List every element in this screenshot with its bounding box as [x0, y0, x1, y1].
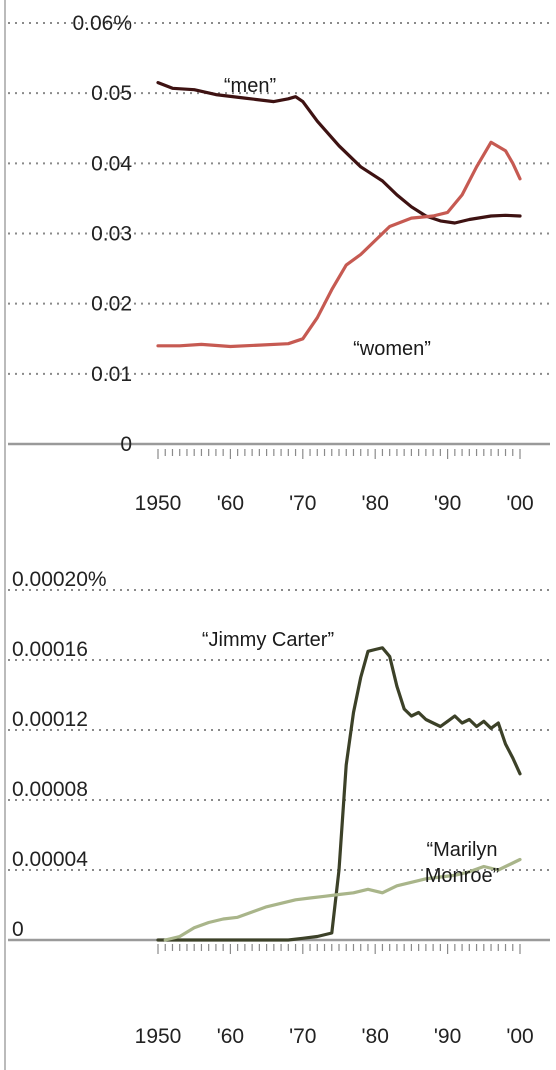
series-label: “Jimmy Carter” [202, 629, 334, 651]
series-line-1 [163, 857, 522, 942]
series-line-1 [156, 140, 522, 349]
y-tick-label: 0.00016 [12, 638, 88, 661]
y-tick-labels: 0 0.01 0.02 0.03 0.04 0.05 0.06% [72, 12, 132, 456]
chart-panel-men-women: 0 0.01 0.02 0.03 0.04 0.05 0.06% 1950 '60 '70 '80… [8, 12, 550, 515]
chart-panel-carter-monroe: 0 0.00004 0.00008 0.00012 0.00016 0.00020% 19… [8, 568, 550, 1048]
x-tick-label: '70 [289, 492, 316, 515]
x-tick-label: 1950 [135, 1025, 182, 1048]
series-labels: “men” “women” [224, 75, 431, 360]
series-lines [156, 81, 522, 349]
x-tick-label: '70 [289, 1025, 316, 1048]
y-tick-label: 0.05 [91, 82, 132, 105]
x-tick-label: '60 [217, 492, 244, 515]
x-tick-label: '00 [506, 1025, 533, 1048]
x-tick-labels: 1950 '60 '70 '80 '90 '00 [135, 492, 534, 515]
y-tick-label: 0.03 [91, 223, 132, 246]
y-tick-label: 0.01 [91, 363, 132, 386]
y-tick-label: 0.00004 [12, 848, 88, 871]
x-tick-labels: 1950 '60 '70 '80 '90 '00 [135, 1025, 534, 1048]
series-label: “women” [353, 338, 431, 360]
x-tick-label: '90 [434, 1025, 461, 1048]
y-tick-label: 0.04 [91, 152, 132, 175]
y-tick-label: 0 [12, 918, 24, 941]
x-tick-label: '80 [362, 1025, 389, 1048]
x-tick-label: '90 [434, 492, 461, 515]
x-minor-ticks [157, 944, 521, 954]
x-minor-ticks [157, 449, 521, 459]
series-label: “men” [224, 75, 276, 97]
series-labels: “Jimmy Carter” “Marilyn Monroe” [202, 629, 499, 887]
y-tick-label: 0.00012 [12, 708, 88, 731]
y-tick-label: 0.00020% [12, 568, 107, 591]
y-tick-label: 0.02 [91, 293, 132, 316]
y-tick-label: 0.00008 [12, 778, 88, 801]
series-label: “Marilyn Monroe” [425, 839, 499, 887]
x-tick-label: '60 [217, 1025, 244, 1048]
y-tick-label: 0.06% [72, 12, 132, 35]
x-tick-label: 1950 [135, 492, 182, 515]
series-line-0 [156, 81, 522, 225]
x-tick-label: '00 [506, 492, 533, 515]
series-lines [156, 646, 522, 942]
x-tick-label: '80 [362, 492, 389, 515]
y-tick-label: 0 [120, 433, 132, 456]
series-line-0 [156, 646, 522, 942]
y-tick-labels: 0 0.00004 0.00008 0.00012 0.00016 0.00020% [12, 568, 107, 941]
